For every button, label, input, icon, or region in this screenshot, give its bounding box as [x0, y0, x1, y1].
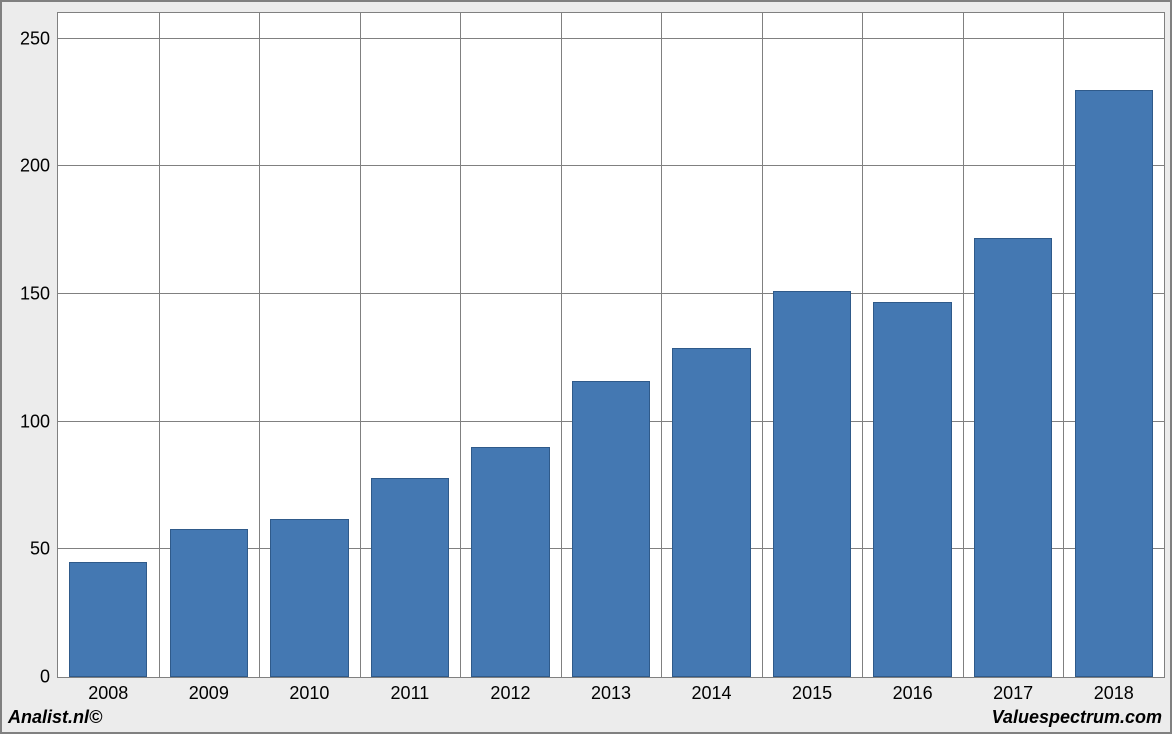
y-tick-label: 150 [20, 283, 50, 304]
gridline-x [661, 13, 662, 677]
gridline-x [963, 13, 964, 677]
x-tick-label: 2008 [88, 683, 128, 704]
bar [170, 529, 248, 677]
bar [974, 238, 1052, 677]
plot-inner [58, 13, 1164, 677]
y-tick-label: 0 [40, 667, 50, 688]
x-tick-label: 2009 [189, 683, 229, 704]
gridline-x [862, 13, 863, 677]
gridline-y [58, 165, 1164, 166]
footer-left-text: Analist.nl© [8, 707, 102, 728]
x-tick-label: 2017 [993, 683, 1033, 704]
bar [873, 302, 951, 677]
bar [371, 478, 449, 677]
bar [69, 562, 147, 677]
x-tick-label: 2010 [289, 683, 329, 704]
gridline-x [1063, 13, 1064, 677]
plot-area: 0501001502002502008200920102011201220132… [57, 12, 1165, 678]
gridline-x [159, 13, 160, 677]
bar [572, 381, 650, 677]
bar [1075, 90, 1153, 677]
x-tick-label: 2016 [893, 683, 933, 704]
x-tick-label: 2014 [692, 683, 732, 704]
gridline-x [460, 13, 461, 677]
gridline-x [762, 13, 763, 677]
gridline-y [58, 38, 1164, 39]
x-tick-label: 2018 [1094, 683, 1134, 704]
gridline-x [561, 13, 562, 677]
y-tick-label: 100 [20, 411, 50, 432]
chart-frame: 0 50 100 150 200 250 2008 2009 2010 2011 2012 2013 2… [0, 0, 1172, 734]
bar [672, 348, 750, 677]
gridline-x [360, 13, 361, 677]
x-tick-label: 2012 [490, 683, 530, 704]
bar [773, 291, 851, 677]
bar [270, 519, 348, 677]
footer-right-text: Valuespectrum.com [992, 707, 1162, 728]
x-tick-label: 2015 [792, 683, 832, 704]
gridline-x [259, 13, 260, 677]
y-tick-label: 200 [20, 156, 50, 177]
x-tick-label: 2011 [391, 683, 430, 704]
y-tick-label: 50 [30, 539, 50, 560]
y-tick-label: 250 [20, 28, 50, 49]
bar [471, 447, 549, 677]
x-tick-label: 2013 [591, 683, 631, 704]
